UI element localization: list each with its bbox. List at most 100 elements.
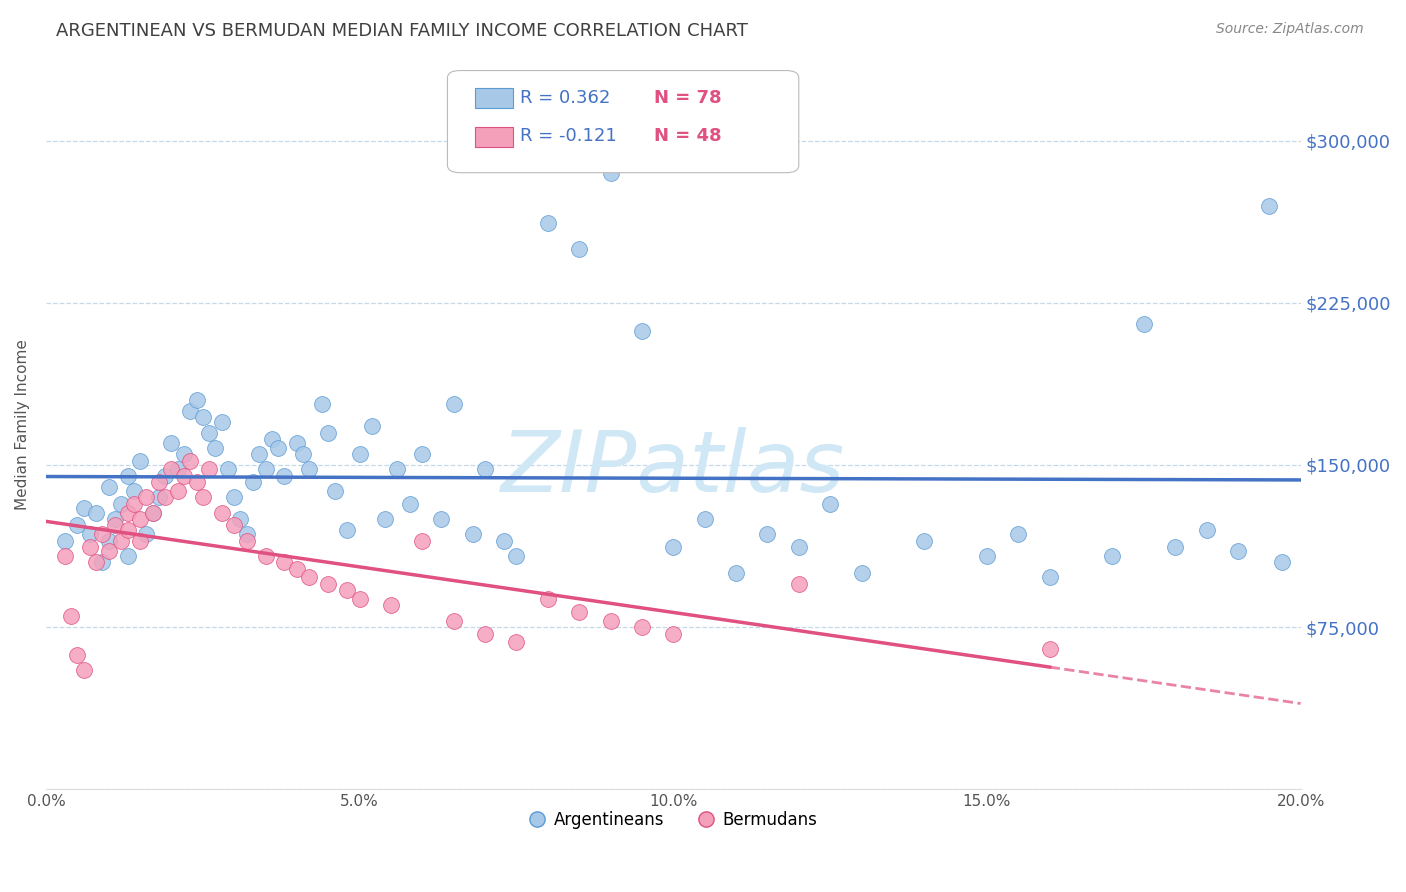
Point (273, 468, 295, 483)
Text: N = 78: N = 78 (654, 89, 723, 107)
Point (91, 527, 114, 541)
Point (285, 436, 308, 450)
Point (204, 441, 226, 455)
Point (787, 540, 810, 554)
Point (349, 592, 371, 607)
Point (211, 415, 233, 429)
Point (537, 592, 560, 607)
Point (568, 605, 591, 619)
Point (135, 491, 157, 505)
Point (474, 462, 496, 476)
Point (235, 533, 257, 548)
Point (66, 648, 89, 663)
Point (387, 462, 409, 476)
Point (229, 512, 252, 526)
Point (66, 518, 89, 533)
Point (443, 397, 465, 411)
Point (53, 533, 76, 548)
Point (311, 397, 333, 411)
Point (235, 527, 257, 541)
Point (122, 497, 145, 511)
Point (568, 242, 591, 256)
Point (631, 620, 654, 634)
Point (1133, 318, 1156, 332)
Legend: Argentineans, Bermudans: Argentineans, Bermudans (522, 805, 824, 836)
Point (349, 447, 371, 461)
Point (211, 506, 233, 520)
Point (461, 527, 484, 541)
Point (1271, 555, 1294, 569)
Point (260, 432, 283, 446)
Point (104, 512, 127, 526)
Point (976, 549, 998, 563)
Point (72, 663, 94, 677)
Point (186, 475, 208, 490)
Point (135, 527, 157, 541)
Point (411, 447, 433, 461)
Text: R = -0.121: R = -0.121 (520, 128, 617, 145)
Point (97, 479, 120, 493)
Point (1007, 527, 1029, 541)
Point (430, 512, 453, 526)
Point (166, 462, 188, 476)
Point (1101, 549, 1123, 563)
Point (142, 506, 165, 520)
Point (60, 609, 83, 624)
Point (91, 555, 114, 569)
Point (599, 166, 621, 180)
Point (242, 475, 264, 490)
Point (292, 447, 315, 461)
Point (247, 447, 270, 461)
Point (912, 533, 935, 548)
Point (756, 527, 779, 541)
Point (129, 453, 152, 467)
Point (173, 468, 195, 483)
Point (474, 626, 496, 640)
Point (191, 491, 214, 505)
Point (411, 533, 433, 548)
Point (1039, 570, 1062, 584)
Point (398, 497, 420, 511)
Point (361, 419, 384, 434)
Point (117, 549, 139, 563)
Y-axis label: Median Family Income: Median Family Income (15, 339, 30, 510)
Point (122, 483, 145, 498)
Point (117, 523, 139, 537)
Point (217, 462, 239, 476)
Point (198, 462, 221, 476)
Point (53, 549, 76, 563)
Point (505, 549, 527, 563)
Point (631, 324, 654, 338)
Point (316, 577, 339, 591)
Point (254, 549, 277, 563)
Point (153, 491, 176, 505)
Point (599, 614, 621, 628)
Point (148, 475, 170, 490)
Point (104, 518, 127, 533)
Point (84, 506, 107, 520)
Point (323, 483, 346, 498)
Point (191, 410, 214, 425)
Point (160, 462, 183, 476)
Point (1195, 523, 1218, 537)
Point (254, 462, 277, 476)
Point (336, 523, 359, 537)
Point (173, 447, 195, 461)
Point (179, 404, 201, 418)
Point (160, 436, 183, 450)
Point (79, 527, 101, 541)
Point (380, 599, 402, 613)
Point (129, 512, 152, 526)
Point (79, 540, 101, 554)
Point (336, 583, 359, 598)
Point (97, 533, 120, 548)
Point (537, 216, 560, 230)
Point (186, 393, 208, 408)
Point (142, 506, 165, 520)
Point (818, 497, 841, 511)
Text: ZIPatlas: ZIPatlas (501, 426, 845, 509)
Point (84, 555, 107, 569)
Point (298, 462, 321, 476)
FancyBboxPatch shape (475, 127, 513, 147)
Point (443, 614, 465, 628)
